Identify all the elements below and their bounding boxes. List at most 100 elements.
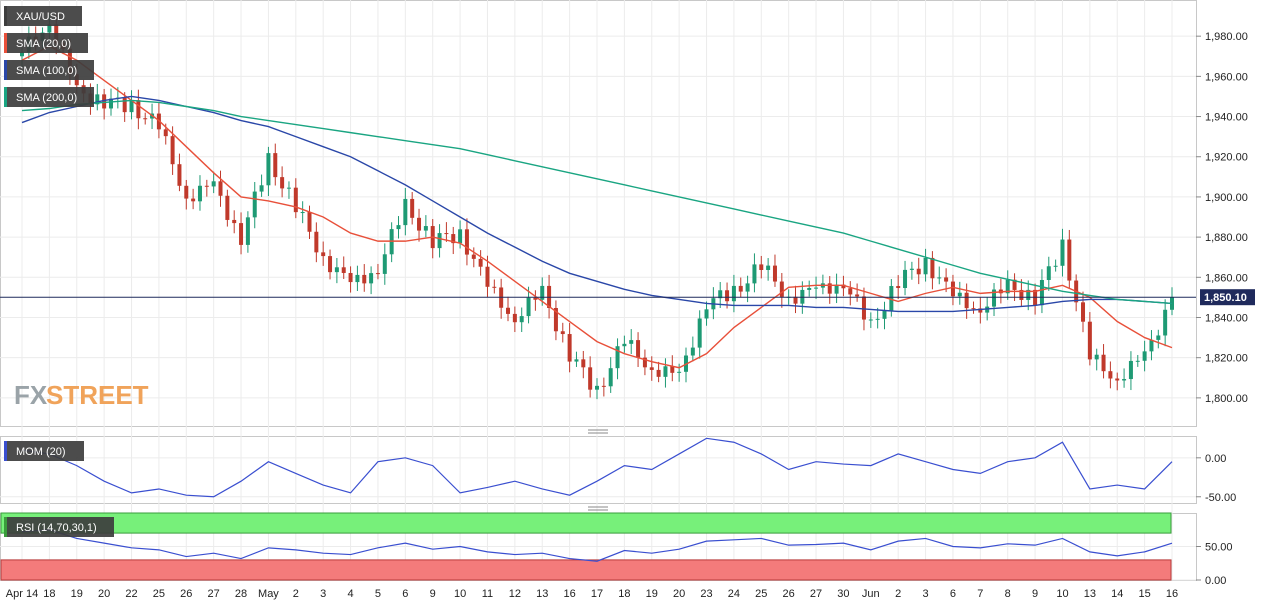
candle [492,279,497,294]
rsi-line [21,529,1173,562]
candle [375,263,380,280]
candle [827,276,832,304]
series-tags[interactable]: XAU/USD SMA (20,0) SMA (100,0) SMA (200,0) M… [4,6,114,537]
candle [718,281,723,308]
y-tick-label: -50.00 [1205,492,1236,504]
candle [690,336,695,362]
candle [704,301,709,326]
candle [136,89,141,130]
candle [656,361,661,383]
sma-line-0 [21,45,1173,369]
tag-sma100[interactable]: SMA (100,0) [4,60,94,80]
candle [663,358,668,388]
svg-text:1,850.10: 1,850.10 [1204,292,1247,304]
x-tick-label: 3 [923,588,929,600]
candle [752,253,757,293]
candle [1026,280,1031,311]
x-tick-label: 3 [320,588,326,600]
candle [437,224,442,258]
candle [348,266,353,293]
candle [553,300,558,341]
grid-lines [0,0,1196,581]
candle [423,215,428,238]
candle [1033,283,1038,315]
tag-xauusd[interactable]: XAU/USD [4,6,82,26]
candle [608,357,613,393]
candle [430,219,435,259]
candle [978,297,983,324]
candle [369,266,374,295]
x-tick-label: 9 [1032,588,1038,600]
x-tick-label: 5 [375,588,381,600]
candle [622,335,627,353]
candle [218,170,223,207]
candle [1170,287,1174,316]
x-tick-label: 20 [673,588,685,600]
candle [793,285,798,314]
svg-text:SMA (20,0): SMA (20,0) [16,38,71,50]
tag-rsi[interactable]: RSI (14,70,30,1) [4,517,114,537]
candle [1060,228,1065,277]
x-tick-label: 12 [509,588,521,600]
x-tick-label: 10 [1056,588,1068,600]
candle [129,90,134,120]
candle [1053,259,1058,272]
logo-fx-text: FX [14,380,48,410]
rsi-oversold-zone [0,559,1172,581]
panel-resize-handle-1[interactable] [588,429,608,434]
tag-sma200[interactable]: SMA (200,0) [4,87,94,107]
candle [314,222,319,263]
candle [560,322,565,343]
candle [1149,330,1154,361]
candle [273,143,278,186]
candle [930,251,935,290]
panel-resize-handle-2[interactable] [588,506,608,511]
candle [239,212,244,255]
x-tick-label: 6 [402,588,408,600]
candle [211,171,216,194]
last-price-badge: 1,850.10 [1200,289,1255,306]
candle [807,280,812,297]
candle [868,312,873,328]
candle [1067,229,1072,289]
sma-line-2 [21,99,1173,305]
candle [957,281,962,305]
candle [629,329,634,355]
y-tick-label: 1,920.00 [1205,152,1248,164]
candle [745,275,750,303]
candle [814,276,819,300]
logo-street-text: STREET [46,380,149,410]
candle [334,257,339,284]
candle [389,222,394,263]
sma-lines: 1,850.10 [0,45,1255,369]
x-axis-labels: Apr 14 18 19 20 22 25 26 27 28 May 2 3 4 5 6 9 10 11 12 13 1… [6,588,1178,600]
tag-sma20[interactable]: SMA (20,0) [4,33,88,53]
candle [1156,329,1161,349]
y-tick-label: 1,880.00 [1205,232,1248,244]
tag-mom[interactable]: MOM (20) [4,441,84,461]
candle [916,257,921,285]
x-tick-label: 23 [700,588,712,600]
rsi-overbought-zone [0,512,1172,534]
candle [896,275,901,300]
x-tick-label: 2 [293,588,299,600]
candle [875,307,880,329]
svg-text:RSI (14,70,30,1): RSI (14,70,30,1) [16,522,97,534]
candle [225,189,230,227]
candle [1012,273,1017,302]
y-tick-label: 1,820.00 [1205,353,1248,365]
candle [252,181,257,229]
x-tick-label: 26 [783,588,795,600]
candle [177,153,182,192]
candle [971,301,976,314]
candle [102,88,107,120]
candle [1122,368,1127,388]
candle [574,351,579,367]
candle [245,211,250,253]
candle [232,210,237,234]
candle [964,283,969,319]
candle [478,250,483,276]
svg-text:MOM (20): MOM (20) [16,446,66,458]
candle [697,310,702,359]
